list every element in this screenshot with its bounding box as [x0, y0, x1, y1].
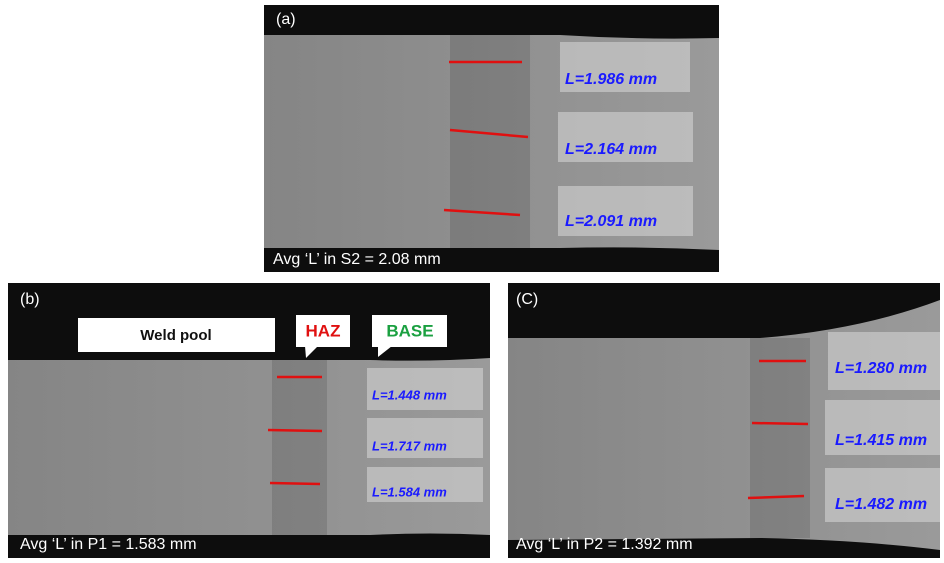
average-label: Avg ‘L’ in P1 = 1.583 mm	[20, 536, 197, 553]
average-label: Avg ‘L’ in S2 = 2.08 mm	[273, 251, 441, 268]
measurement: L=1.584 mm	[372, 484, 447, 499]
measurement: L=1.448 mm	[372, 387, 447, 402]
measure-line	[752, 423, 808, 424]
measure-line	[270, 483, 320, 484]
callout: HAZ	[306, 321, 341, 340]
measurement: L=1.717 mm	[372, 438, 447, 453]
measure-line	[268, 430, 322, 431]
haz-band	[750, 338, 810, 538]
measurement: L=1.415 mm	[835, 432, 927, 449]
panel: (C) L=1.280 mm L=1.415 mm L=1.482 mm Avg ‘L’…	[508, 283, 940, 558]
measurement: L=1.482 mm	[835, 496, 927, 513]
callout: Weld pool	[140, 327, 211, 344]
panel-label: (a)	[276, 11, 296, 28]
measurement: L=2.091 mm	[565, 213, 657, 230]
measurement: L=2.164 mm	[565, 141, 657, 158]
panel: (b) L=1.448 mm L=1.717 mm L=1.584 mm Avg ‘L’…	[8, 283, 490, 558]
panel-label: (C)	[516, 291, 538, 308]
panel-label: (b)	[20, 291, 40, 308]
measurement: L=1.986 mm	[565, 71, 657, 88]
figure: (a) L=1.986 mm L=2.164 mm L=2.091 mm Avg ‘L’…	[0, 0, 944, 563]
panel: (a) L=1.986 mm L=2.164 mm L=2.091 mm Avg ‘L’…	[264, 5, 719, 272]
callout: BASE	[386, 321, 433, 340]
measurement: L=1.280 mm	[835, 360, 927, 377]
average-label: Avg ‘L’ in P2 = 1.392 mm	[516, 536, 693, 553]
measure-box	[825, 468, 940, 522]
haz-band	[272, 360, 327, 535]
